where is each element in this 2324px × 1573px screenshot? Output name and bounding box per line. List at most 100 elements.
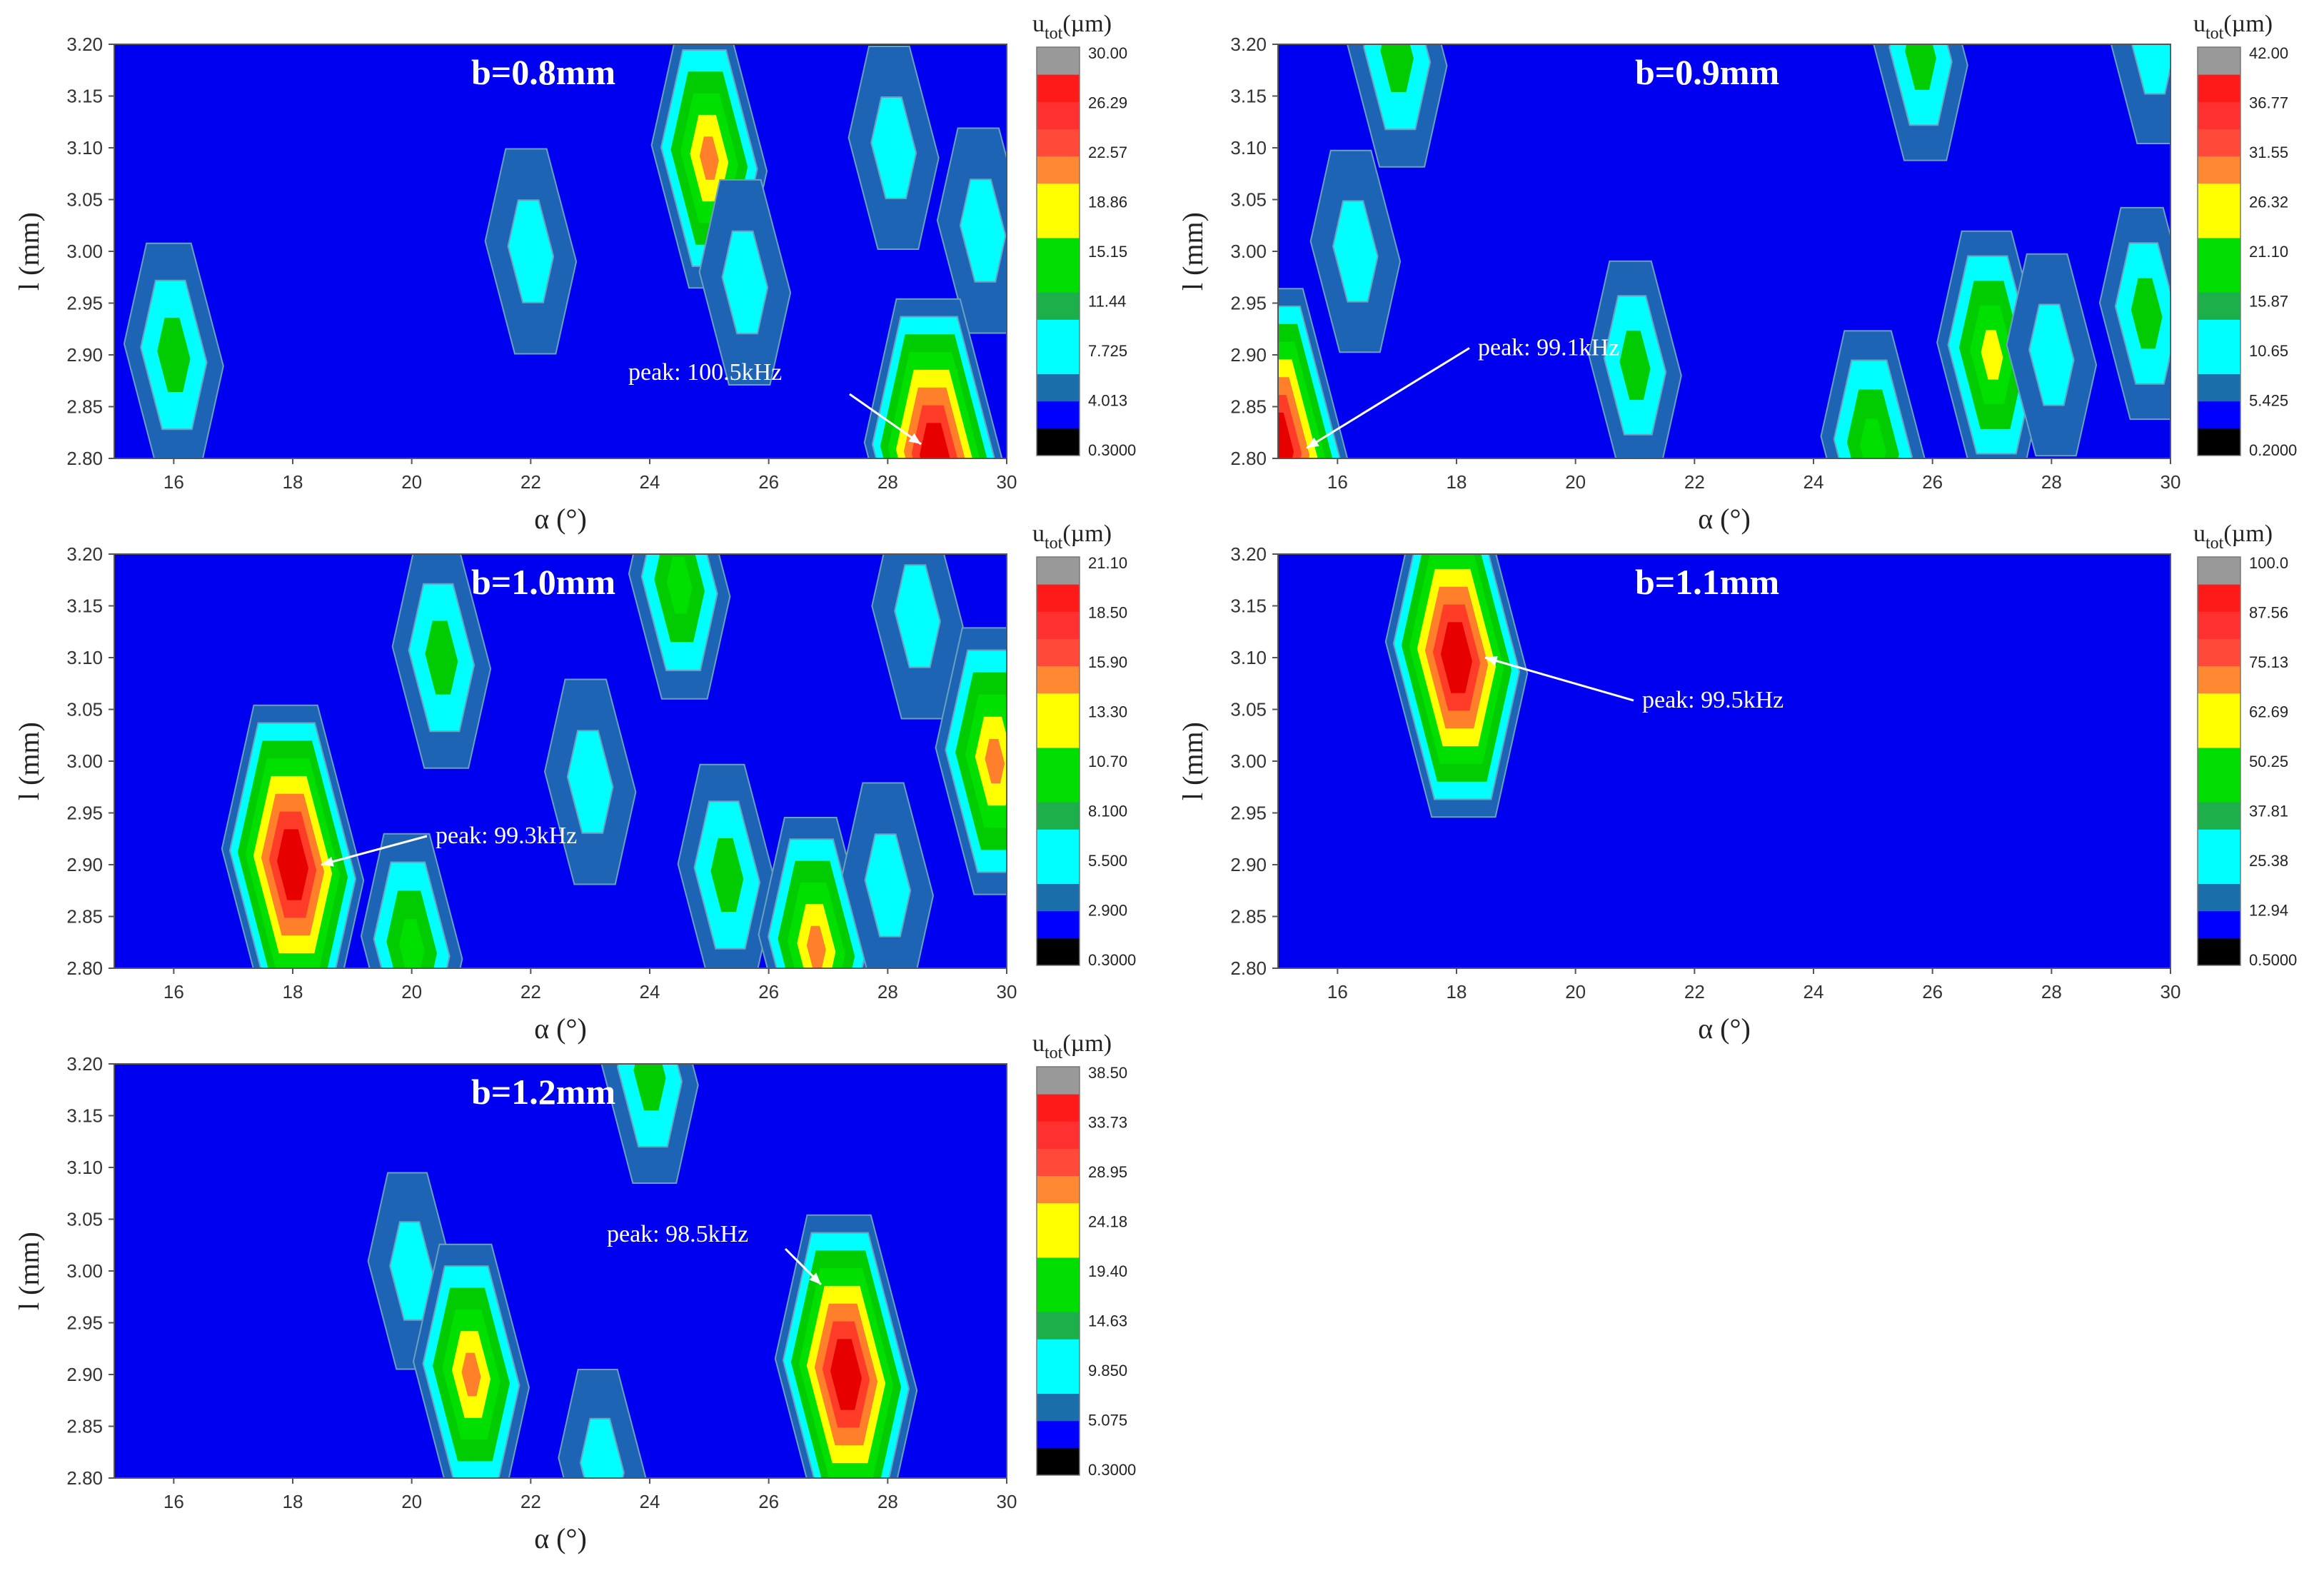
panel-title: b=1.2mm [471,1072,615,1112]
contour-level [579,1417,625,1478]
colorbar-band [2198,557,2240,585]
contour-hotspot [412,1243,530,1478]
x-tick-label: 24 [640,1491,660,1512]
x-tick-label: 26 [758,471,779,493]
y-tick-label: 2.95 [66,803,103,824]
y-tick-label: 3.20 [66,34,103,55]
colorbar-band [2198,183,2240,211]
colorbar-title: utot(µm) [2193,521,2273,553]
x-tick-label: 30 [997,1491,1017,1512]
y-tick-label: 2.80 [66,448,103,469]
x-tick-label: 26 [1922,981,1943,1002]
y-tick-label: 3.20 [1230,543,1267,565]
colorbar-band [1037,883,1080,912]
x-tick-label: 18 [283,471,303,493]
x-tick-label: 16 [1327,471,1348,493]
contour-hotspot [847,46,940,250]
contour-level [870,96,917,199]
colorbar-frame [1036,556,1080,966]
colorbar-band [1037,1285,1080,1312]
y-tick-label: 3.20 [66,1053,103,1075]
x-tick-label: 28 [877,1491,898,1512]
contour-hotspot [2006,253,2098,457]
peak-annotation: peak: 98.5kHz [607,1221,748,1247]
peak-arrow [1484,656,1634,702]
contour-level [894,564,941,668]
colorbar-band [2198,584,2240,612]
y-tick-label: 2.85 [66,1416,103,1437]
peak-arrow [321,835,428,866]
contour-level [2131,44,2170,95]
y-tick-label: 3.20 [66,543,103,565]
y-tick-label: 3.10 [1230,137,1267,159]
colorbar-band [2198,47,2240,75]
x-tick-label: 26 [1922,471,1943,493]
x-tick-label: 18 [1447,471,1467,493]
panel-title: b=1.1mm [1635,562,1779,602]
peak-arrow [849,393,922,446]
colorbar-band [2198,611,2240,639]
colorbar-band [2198,829,2240,857]
x-tick-label: 20 [1565,471,1586,493]
colorbar-band [1037,1393,1080,1422]
y-axis-label: l (mm) [13,1232,45,1310]
peak-annotation: peak: 99.1kHz [1478,335,1619,361]
x-tick-label: 18 [1447,981,1467,1002]
x-tick-label: 30 [997,471,1017,493]
contour-hotspot [698,179,792,386]
colorbar-title: utot(µm) [1032,521,1112,553]
colorbar-tick-label: 0.2000 [2249,441,2297,459]
colorbar-band [1037,265,1080,293]
contour-hotspot [1873,44,1968,161]
colorbar-band [1037,74,1080,102]
contour-hotspot [2110,44,2170,144]
colorbar-tick-label: 30.00 [1088,44,1127,62]
contour-level [425,620,458,695]
x-tick-label: 28 [2041,471,2062,493]
colorbar-tick-label: 5.500 [1088,852,1127,870]
contour-layer [123,44,1007,458]
peak-arrowhead [1485,655,1498,666]
contour-hotspot [123,242,224,458]
contour-hotspot [1347,44,1448,168]
colorbar-tick-label: 21.10 [1088,554,1127,572]
x-tick-label: 20 [401,1491,422,1512]
contour-level [1332,200,1379,303]
contour-level [864,833,912,938]
x-axis-label: α (°) [534,1012,587,1045]
y-tick-label: 2.85 [1230,396,1267,418]
y-tick-label: 2.80 [1230,958,1267,979]
peak-annotation: peak: 100.5kHz [628,359,782,386]
x-tick-label: 24 [640,471,660,493]
contour-hotspot [543,678,637,885]
contour-hotspot [2098,206,2170,421]
y-tick-label: 3.05 [1230,699,1267,720]
peak-arrowhead [321,856,334,867]
contour-hotspot [360,833,463,968]
colorbar-band [1037,1202,1080,1231]
peak-arrowhead [1307,437,1319,448]
y-tick-label: 2.90 [66,854,103,875]
colorbar-band [1037,856,1080,885]
colorbar-band [1037,183,1080,211]
contour-hotspot [936,127,1007,334]
contour-layer [221,554,1007,968]
colorbar-band [1037,584,1080,612]
colorbar-band [1037,428,1080,456]
colorbar-band [1037,829,1080,857]
chart-panel-5: 2.80 2.85 2.90 2.95 3.00 3.05 3.10 3.15 3.20 16 18… [13,1030,1136,1554]
colorbar-tick-label: 0.3000 [1088,951,1136,969]
colorbar-band [1037,1312,1080,1340]
contour-hotspot [1278,288,1349,458]
colorbar-tick-label: 50.25 [2249,753,2288,770]
colorbar-band [1037,611,1080,639]
colorbar: 42.00 36.77 31.55 26.32 21.10 15.87 10.65 5.425… [2193,11,2297,459]
y-tick-label: 3.10 [66,647,103,668]
colorbar-tick-label: 38.50 [1088,1064,1127,1082]
colorbar-band [1037,401,1080,429]
y-tick-label: 3.10 [1230,647,1267,668]
colorbar: 38.50 33.73 28.95 24.18 19.40 14.63 9.850 5.075… [1032,1030,1136,1479]
y-tick-label: 3.15 [66,595,103,617]
colorbar-band [1037,938,1080,966]
